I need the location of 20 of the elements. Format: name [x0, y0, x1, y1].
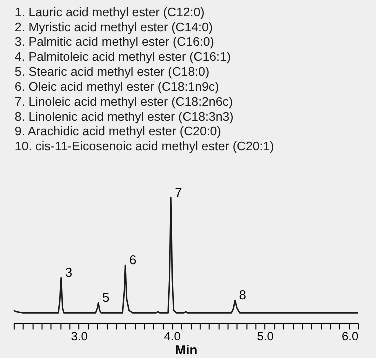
text: 1. Lauric acid methyl ester (C12:0) [14, 5, 205, 20]
annotation: 5 [102, 290, 110, 306]
text: 3. Palmitic acid methyl ester (C16:0) [14, 35, 214, 50]
text: 8. Linolenic acid methyl ester (C18:3n3) [14, 110, 234, 124]
annotation: 3 [65, 265, 73, 280]
annotation: 6 [130, 252, 137, 268]
annotation: 7 [175, 184, 182, 200]
x-tick-label: 4.0 [164, 330, 182, 344]
text: 10. cis-11-Eicosenoic acid methyl ester (C20:1) [14, 140, 274, 154]
x-axis-title: Min [175, 342, 198, 358]
annotation: 8 [239, 288, 246, 303]
text: 9. Arachidic acid methyl ester (C20:0) [14, 124, 222, 139]
text: 6. Oleic acid methyl ester (C18:1n9c) [14, 80, 220, 94]
x-tick-label: 3.0 [71, 330, 88, 344]
text: 2. Myristic acid methyl ester (C14:0) [14, 20, 214, 34]
x-tick-label: 5.0 [257, 330, 274, 344]
text: 7. Linoleic acid methyl ester (C18:2n6c) [14, 94, 234, 109]
text: 4. Palmitoleic acid methyl ester (C16:1) [14, 50, 232, 64]
x-tick-label: 6.0 [342, 330, 359, 344]
text: 5. Stearic acid methyl ester (C18:0) [14, 65, 210, 80]
